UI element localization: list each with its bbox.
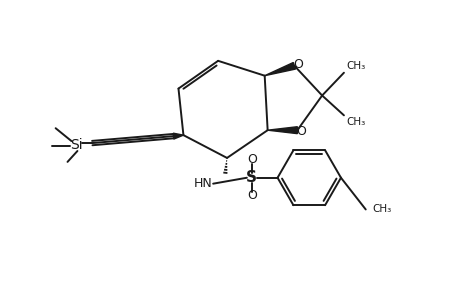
Text: CH₃: CH₃: [345, 61, 364, 71]
Polygon shape: [267, 127, 297, 134]
Polygon shape: [264, 62, 295, 76]
Text: Si: Si: [70, 138, 83, 152]
Text: CH₃: CH₃: [345, 117, 364, 127]
Text: CH₃: CH₃: [372, 204, 391, 214]
Text: S: S: [246, 170, 257, 185]
Text: O: O: [246, 153, 256, 167]
Text: O: O: [293, 58, 302, 71]
Text: O: O: [246, 189, 256, 202]
Polygon shape: [173, 133, 183, 139]
Text: HN: HN: [193, 177, 212, 190]
Text: O: O: [296, 125, 306, 138]
